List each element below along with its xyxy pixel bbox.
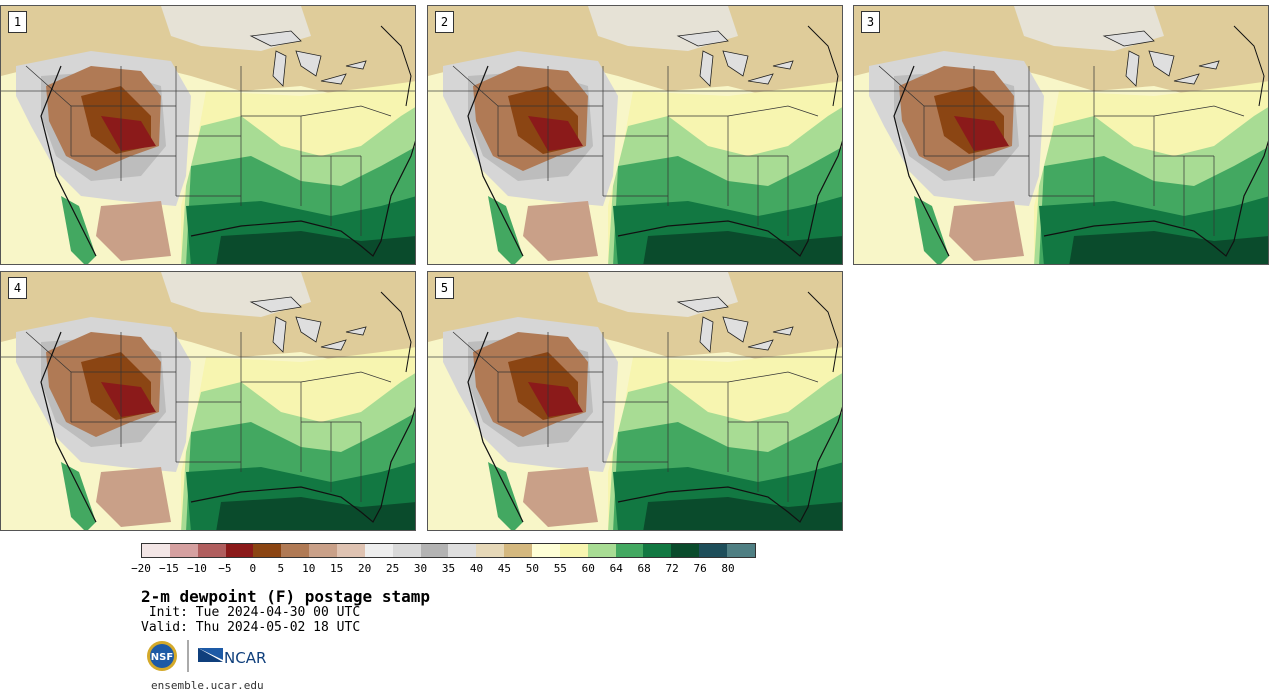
- site-url: ensemble.ucar.edu: [151, 679, 264, 692]
- colorbar-segment: [476, 544, 505, 557]
- colorbar-tick-label: 25: [385, 562, 400, 575]
- colorbar-tick-label: 15: [330, 562, 344, 575]
- colorbar-segment: [142, 544, 170, 557]
- ncar-text: NCAR: [224, 649, 266, 667]
- colorbar-segment: [699, 544, 728, 557]
- colorbar-tick-label: 0: [249, 562, 257, 575]
- colorbar-tick-label: 35: [441, 562, 456, 575]
- colorbar-tick-label: 10: [302, 562, 316, 575]
- colorbar-tick-label: −20: [131, 562, 151, 575]
- colorbar-segment: [337, 544, 365, 557]
- panel-number: 5: [435, 277, 454, 299]
- colorbar-tick-label: 60: [581, 562, 595, 575]
- colorbar-tick-label: 55: [553, 562, 567, 575]
- colorbar-tick-label: 45: [497, 562, 512, 575]
- colorbar-segment: [169, 544, 198, 557]
- colorbar-segment: [559, 544, 588, 557]
- map-3: [854, 6, 1268, 264]
- colorbar-tick-label: 76: [693, 562, 707, 575]
- colorbar-segment: [643, 544, 672, 557]
- colorbar-segment: [253, 544, 282, 557]
- map-panel-2[interactable]: 2: [427, 5, 843, 265]
- colorbar-tick-label: 68: [637, 562, 651, 575]
- init-time: Init: Tue 2024-04-30 00 UTC: [141, 605, 361, 620]
- colorbar-segment: [364, 544, 393, 557]
- colorbar-tick-label: 72: [665, 562, 679, 575]
- colorbar-segment: [392, 544, 421, 557]
- colorbar-segment: [587, 544, 616, 557]
- colorbar-tick-label: 40: [469, 562, 484, 575]
- colorbar-segment: [281, 544, 310, 557]
- colorbar-segment: [309, 544, 338, 557]
- colorbar-segment: [727, 544, 755, 557]
- colorbar-tick-label: 50: [525, 562, 539, 575]
- colorbar-tick-label: −5: [218, 562, 232, 575]
- colorbar-tick-label: −15: [159, 562, 179, 575]
- colorbar-tick-label: 64: [609, 562, 623, 575]
- panel-number: 3: [861, 11, 880, 33]
- colorbar-segment: [615, 544, 644, 557]
- colorbar-segment: [420, 544, 449, 557]
- map-5: [428, 272, 842, 530]
- colorbar: [141, 543, 756, 558]
- map-panel-5[interactable]: 5: [427, 271, 843, 531]
- map-panel-3[interactable]: 3: [853, 5, 1269, 265]
- valid-time: Valid: Thu 2024-05-02 18 UTC: [141, 620, 361, 635]
- colorbar-segment: [504, 544, 533, 557]
- ncar-logo-icon: NCAR: [198, 648, 266, 667]
- colorbar-segment: [197, 544, 226, 557]
- map-panel-4[interactable]: 4: [0, 271, 416, 531]
- map-1: [1, 6, 415, 264]
- colorbar-tick-label: 5: [277, 562, 285, 575]
- colorbar-tick-label: −10: [186, 562, 207, 575]
- colorbar-tick-label: 20: [358, 562, 372, 575]
- panel-number: 1: [8, 11, 27, 33]
- panel-number: 2: [435, 11, 454, 33]
- colorbar-tick-label: 30: [413, 562, 428, 575]
- map-4: [1, 272, 415, 530]
- panel-number: 4: [8, 277, 27, 299]
- logos: NSF NCAR: [145, 638, 275, 674]
- chart-title: 2-m dewpoint (F) postage stamp: [141, 587, 430, 606]
- colorbar-segment: [532, 544, 560, 557]
- colorbar-tick-label: 80: [721, 562, 735, 575]
- colorbar-segment: [225, 544, 254, 557]
- colorbar-segment: [671, 544, 700, 557]
- map-panel-1[interactable]: 1: [0, 5, 416, 265]
- colorbar-ticks: −20 −15 −10 −5 0 5 10 15 20 25 30 35 40 45 50 55 60 64 68 7…: [131, 562, 756, 576]
- colorbar-segment: [448, 544, 477, 557]
- map-2: [428, 6, 842, 264]
- nsf-text: NSF: [151, 652, 173, 663]
- nsf-logo-icon: NSF: [147, 641, 177, 671]
